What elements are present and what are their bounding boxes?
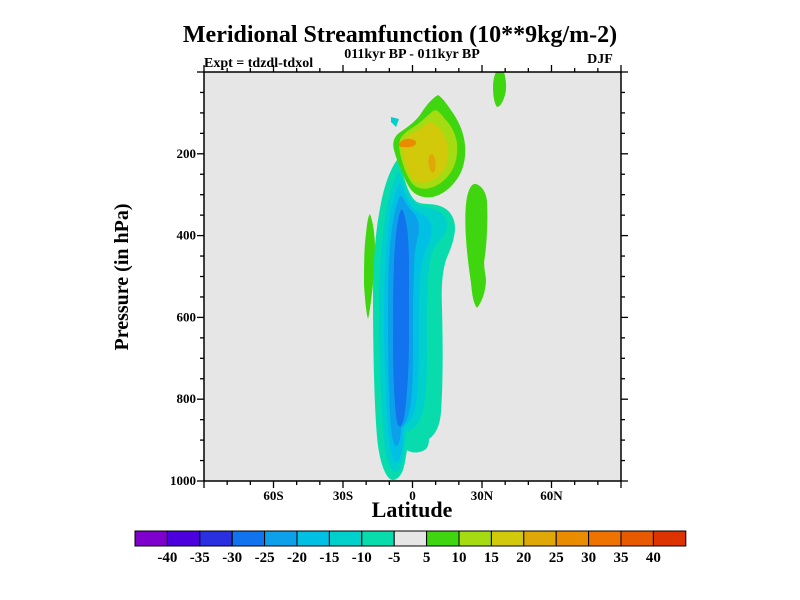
colorbar-cell <box>328 530 363 547</box>
left-positive-sliver <box>364 214 375 319</box>
colorbar-cell <box>264 530 298 547</box>
colorbar-label: 40 <box>646 550 661 566</box>
colorbar-cell <box>490 530 525 547</box>
right-positive-band <box>465 183 488 308</box>
upper-positive-orange-spot-1 <box>398 138 417 148</box>
colorbar-label: 30 <box>581 550 596 566</box>
y-tick-label: 400 <box>177 228 197 243</box>
subtitle-experiment: Expt = tdzdl-tdxol <box>204 56 313 71</box>
small-negative-spot <box>391 117 399 127</box>
colorbar: -40 -35 -30 -25 -20 -15 -10 -5 5 10 15 20 25 30 35 40 <box>134 530 687 566</box>
colorbar-cell <box>588 530 622 547</box>
colorbar-cell <box>555 530 590 547</box>
x-tick-label: 60S <box>263 488 283 503</box>
colorbar-label: 15 <box>484 550 499 566</box>
colorbar-label: 35 <box>614 550 629 566</box>
colorbar-cell <box>296 530 330 547</box>
colorbar-label: -35 <box>190 550 210 566</box>
top-right-positive-sliver <box>493 72 507 107</box>
colorbar-label: 25 <box>549 550 564 566</box>
colorbar-cell <box>231 530 266 547</box>
y-tick-label: 200 <box>177 146 197 161</box>
colorbar-cell <box>166 530 201 547</box>
y-tick-label: 1000 <box>170 473 196 488</box>
colorbar-cell <box>361 530 395 547</box>
upper-positive-cell-level3 <box>401 122 449 183</box>
y-axis-label: Pressure (in hPa) <box>111 203 133 350</box>
colorbar-cell <box>523 530 557 547</box>
subtitle-period: 011kyr BP - 011kyr BP <box>344 47 480 62</box>
x-tick-label: 60N <box>540 488 563 503</box>
colorbar-label: -5 <box>388 550 401 566</box>
colorbar-label: 20 <box>516 550 531 566</box>
colorbar-label: -25 <box>255 550 275 566</box>
colorbar-label: -10 <box>352 550 372 566</box>
upper-positive-orange-spot-2 <box>428 154 436 173</box>
colorbar-cell <box>652 530 687 547</box>
main-negative-cell-core <box>393 209 409 427</box>
colorbar-label: -20 <box>287 550 307 566</box>
figure-title: Meridional Streamfunction (10**9kg/m-2) <box>183 22 617 48</box>
colorbar-cell <box>393 530 428 547</box>
colorbar-cell <box>199 530 233 547</box>
colorbar-cell <box>620 530 654 547</box>
axis-tick-labels: 60S 30S 0 30N 60N 200 400 600 800 1000 <box>170 146 563 503</box>
x-tick-label: 30N <box>471 488 494 503</box>
axis-ticks <box>197 65 628 488</box>
y-tick-label: 600 <box>177 309 197 324</box>
colorbar-label: -30 <box>222 550 242 566</box>
colorbar-label: 5 <box>423 550 431 566</box>
colorbar-label: -40 <box>157 550 177 566</box>
colorbar-cell <box>134 530 168 547</box>
x-tick-label: 0 <box>409 488 416 503</box>
colorbar-cell <box>426 530 460 547</box>
y-tick-label: 800 <box>177 391 197 406</box>
colorbar-cell <box>458 530 492 547</box>
colorbar-label: -15 <box>319 550 339 566</box>
colorbar-label: 10 <box>452 550 467 566</box>
subtitle-season: DJF <box>587 52 613 67</box>
x-axis-label: Latitude <box>372 497 453 522</box>
contour-field <box>364 72 507 480</box>
x-tick-label: 30S <box>333 488 353 503</box>
